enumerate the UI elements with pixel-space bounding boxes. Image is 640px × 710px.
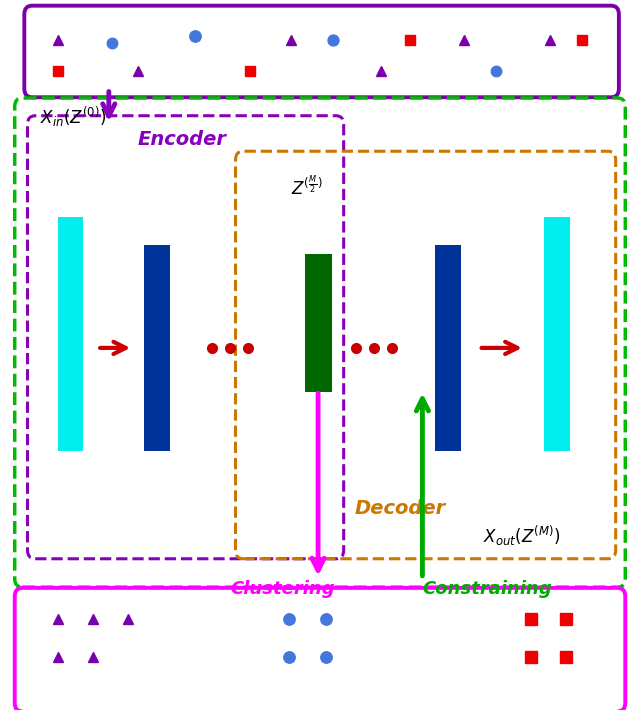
Text: $X_{out}(Z^{(M)})$: $X_{out}(Z^{(M)})$: [483, 524, 561, 548]
Text: Decoder: Decoder: [355, 499, 445, 518]
Text: Clustering: Clustering: [230, 580, 335, 598]
Text: Constraining: Constraining: [422, 580, 552, 598]
Text: Encoder: Encoder: [138, 130, 227, 149]
FancyBboxPatch shape: [435, 245, 461, 451]
Text: $X_{in}(Z^{(0)})$: $X_{in}(Z^{(0)})$: [40, 105, 107, 129]
FancyBboxPatch shape: [544, 217, 570, 451]
FancyBboxPatch shape: [305, 253, 332, 392]
FancyBboxPatch shape: [58, 217, 83, 451]
Text: $Z^{(\frac{M}{2})}$: $Z^{(\frac{M}{2})}$: [291, 175, 323, 199]
FancyBboxPatch shape: [144, 245, 170, 451]
